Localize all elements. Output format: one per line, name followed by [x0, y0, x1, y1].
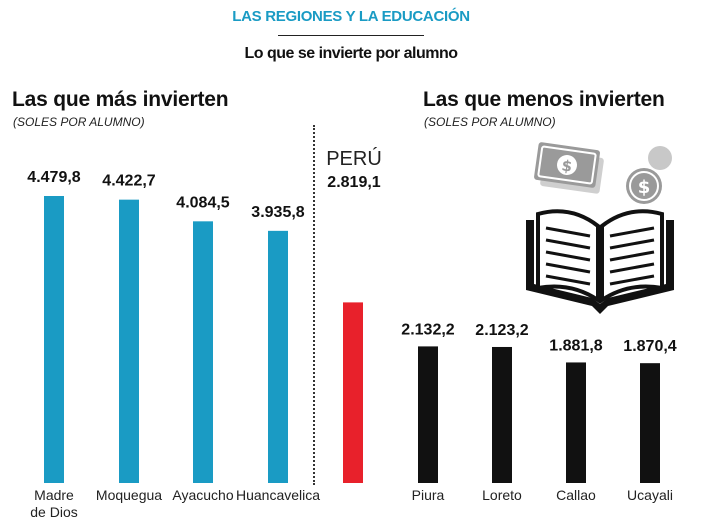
bar-bottom-1	[492, 346, 512, 483]
bar-bottom-3	[640, 363, 660, 483]
kicker-rule	[278, 35, 424, 36]
national-label: PERÚ	[326, 148, 382, 170]
category-label-top-0: Madre de Dios	[30, 487, 77, 520]
kicker-heading: LAS REGIONES Y LA EDUCACIÓN	[232, 8, 470, 25]
value-label-top-0: 4.479,8	[27, 169, 80, 186]
value-label-bottom-0: 2.132,2	[401, 321, 454, 338]
category-label-bottom-0: Piura	[412, 487, 445, 503]
panel-divider	[313, 125, 315, 485]
category-label-bottom-2: Callao	[556, 487, 596, 503]
value-label-bottom-2: 1.881,8	[549, 337, 602, 354]
coin-icon: $	[626, 146, 672, 204]
book-with-coins-icon: $ $	[526, 142, 674, 314]
value-label-bottom-1: 2.123,2	[475, 322, 528, 339]
svg-text:$: $	[638, 177, 651, 198]
bar-top-2	[193, 221, 213, 483]
national-value-label: 2.819,1	[327, 174, 381, 191]
category-label-top-2: Ayacucho	[172, 487, 233, 503]
bar-top-1	[119, 199, 139, 483]
bar-top-0	[44, 196, 64, 483]
value-label-bottom-3: 1.870,4	[623, 338, 676, 355]
bar-bottom-2	[566, 362, 586, 483]
value-label-top-1: 4.422,7	[102, 173, 155, 190]
category-label-top-3: Huancavelica	[236, 487, 320, 503]
left-panel-unit: (SOLES POR ALUMNO)	[13, 115, 145, 129]
open-book-icon	[526, 209, 674, 314]
value-label-top-3: 3.935,8	[251, 204, 304, 221]
category-label-bottom-3: Ucayali	[627, 487, 673, 503]
value-label-top-2: 4.084,5	[176, 194, 229, 211]
bar-national-0	[343, 302, 363, 483]
banknote-icon: $	[534, 142, 604, 194]
bar-top-3	[268, 230, 288, 483]
bar-bottom-0	[418, 346, 438, 483]
category-label-bottom-1: Loreto	[482, 487, 522, 503]
left-panel-title: Las que más invierten	[12, 88, 229, 111]
right-panel-unit: (SOLES POR ALUMNO)	[424, 115, 556, 129]
svg-text:$: $	[560, 156, 573, 175]
category-label-top-1: Moquegua	[96, 487, 162, 503]
chart-subtitle: Lo que se invierte por alumno	[244, 45, 458, 62]
right-panel-title: Las que menos invierten	[423, 88, 665, 111]
